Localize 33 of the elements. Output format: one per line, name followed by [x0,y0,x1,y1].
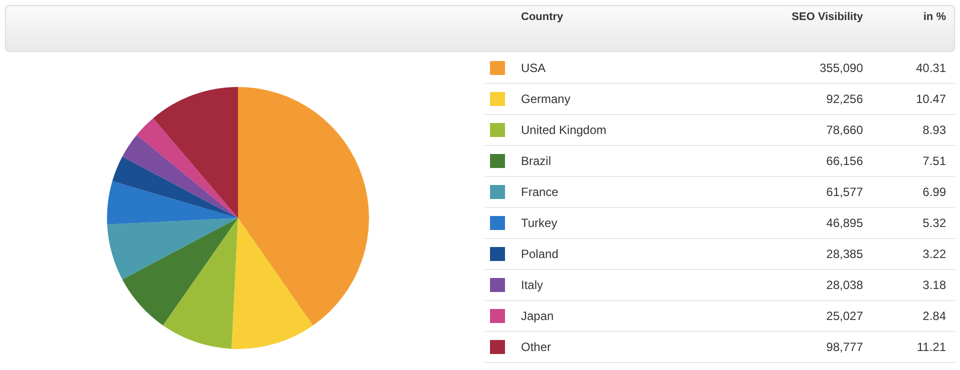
legend-label: Other [521,340,552,354]
legend-label: France [521,185,558,199]
legend-label: Brazil [521,154,552,168]
data-label: 61,577 [826,185,863,199]
text: SEO Visibility [792,11,863,23]
data-label: 28,038 [826,278,863,292]
data-label: 98,777 [826,340,863,354]
data-label: 66,156 [826,154,863,168]
data-label: 355,090 [820,61,863,75]
legend-label: Germany [521,92,570,106]
legend-label: USA [521,61,546,75]
text: 3.18 [922,278,946,292]
legend-label: Italy [521,278,544,292]
text: 3.22 [922,247,946,261]
text: 11.21 [916,340,946,354]
legend-label: United Kingdom [521,123,606,137]
text: 6.99 [922,185,946,199]
text: 2.84 [922,309,946,323]
legend-title: Country [521,11,564,23]
text: 7.51 [922,154,946,168]
data-label: 25,027 [826,309,863,323]
text: 10.47 [916,92,946,106]
text: 40.31 [916,61,946,75]
text: 8.93 [922,123,946,137]
legend-label: Turkey [521,216,558,230]
text: 5.32 [922,216,946,230]
legend-label: Japan [521,309,554,323]
legend-label: Poland [521,247,558,261]
text: in % [923,11,946,23]
data-label: 28,385 [826,247,863,261]
data-label: 78,660 [826,123,863,137]
data-label: 46,895 [826,216,863,230]
data-label: 92,256 [826,92,863,106]
